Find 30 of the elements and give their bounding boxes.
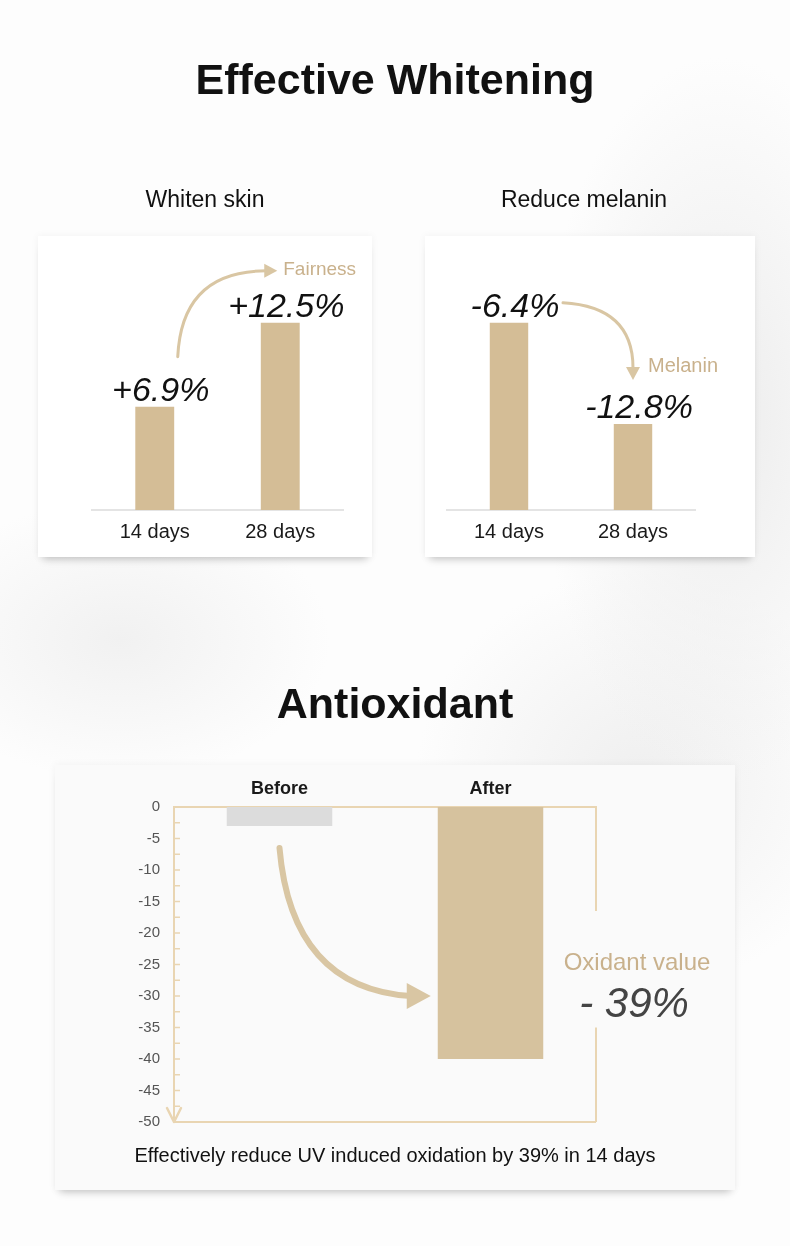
- x-tick-label: 14 days: [119, 519, 190, 542]
- text: Fairness: [283, 258, 357, 280]
- x-tick-label: 28 days: [245, 519, 316, 542]
- data-label: +6.9%: [112, 369, 210, 408]
- y-tick-label: -5: [146, 828, 160, 846]
- chart-title: Antioxidant: [275, 679, 515, 727]
- annotation: Melanin: [648, 354, 719, 377]
- x-tick-label: Before: [250, 778, 309, 799]
- y-tick-label: -10: [138, 860, 160, 878]
- data-label: +12.5%: [228, 285, 345, 324]
- x-tick-label: After: [469, 778, 512, 799]
- annotation: - 39%: [579, 979, 689, 1027]
- chart-subtitle: Whiten skin: [144, 186, 266, 212]
- y-tick-label: 0: [151, 797, 160, 815]
- y-tick-label: -30: [138, 986, 160, 1004]
- y-tick-label: -35: [138, 1017, 160, 1035]
- chart-subtitle: Reduce melanin: [499, 186, 669, 212]
- y-tick-label: -15: [138, 891, 160, 909]
- y-tick-label: -45: [138, 1080, 160, 1098]
- chart-title: Effective Whitening: [194, 55, 596, 103]
- y-tick-label: -40: [138, 1049, 160, 1067]
- x-tick-label: 14 days: [473, 519, 545, 542]
- text: Effectively reduce UV induced oxidation by 39% in 14 days: [134, 1143, 656, 1166]
- annotation: -6.4%: [470, 285, 560, 324]
- y-tick-label: -20: [138, 923, 160, 941]
- y-tick-label: -25: [138, 954, 160, 972]
- annotation: -12.8%: [585, 386, 693, 425]
- y-tick-label: -50: [138, 1112, 160, 1130]
- x-tick-label: 28 days: [597, 519, 669, 542]
- annotation: Oxidant value: [563, 947, 711, 975]
